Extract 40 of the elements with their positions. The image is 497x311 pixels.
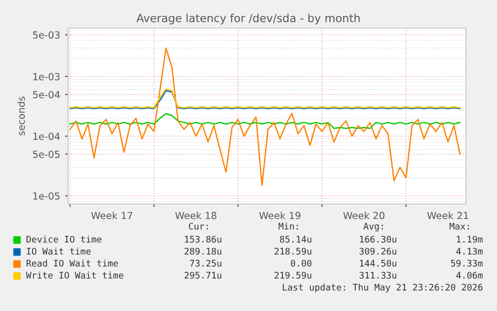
line-series [69, 112, 461, 130]
legend-label: Read IO Wait time [26, 260, 118, 267]
chart-title: Average latency for /dev/sda - by month [136, 14, 360, 24]
y-tick-label: 5e-05 [33, 150, 60, 158]
line-series [69, 47, 461, 186]
text: 153.86u [185, 236, 222, 243]
x-tick-label: Week 17 [91, 212, 132, 220]
text: 59.33m [451, 260, 483, 267]
text: Min: [278, 222, 298, 230]
text: 1.19m [456, 236, 483, 243]
text: 311.33u [360, 272, 396, 279]
x-tick-label: Week 20 [343, 212, 384, 220]
y-axis-title: seconds [17, 96, 25, 136]
legend-label: IO Wait time [26, 248, 91, 255]
text: 295.71u [184, 272, 222, 279]
text: 289.18u [184, 248, 222, 255]
text: 309.26u [360, 248, 396, 255]
legend-label: Device IO time [26, 236, 102, 243]
y-tick-label: 1e-05 [33, 192, 60, 200]
text: 218.59u [274, 248, 312, 255]
text: 4.13m [456, 248, 483, 255]
text: Last update: Thu May 21 23:26:20 2026 [282, 284, 482, 292]
y-tick-label: 5e-04 [33, 90, 60, 98]
text: 166.30u [360, 236, 396, 243]
text: 73.25u [190, 260, 222, 267]
y-tick-label: 5e-03 [33, 31, 60, 39]
text: Cur: [188, 222, 208, 230]
x-tick-label: Week 21 [427, 212, 468, 220]
y-tick-label: 1e-04 [33, 132, 60, 140]
legend-label: Write IO Wait time [26, 272, 124, 279]
text: 85.14u [280, 236, 312, 243]
text: Avg: [363, 222, 383, 232]
text: 0.00 [290, 260, 312, 267]
x-tick-label: Week 18 [175, 212, 216, 220]
y-tick-label: 1e-03 [33, 72, 60, 80]
text: 144.50u [360, 260, 396, 267]
text: Max: [450, 222, 469, 230]
x-tick-label: Week 19 [259, 212, 300, 220]
text: 4.06m [456, 272, 483, 279]
text: 219.59u [274, 272, 312, 279]
